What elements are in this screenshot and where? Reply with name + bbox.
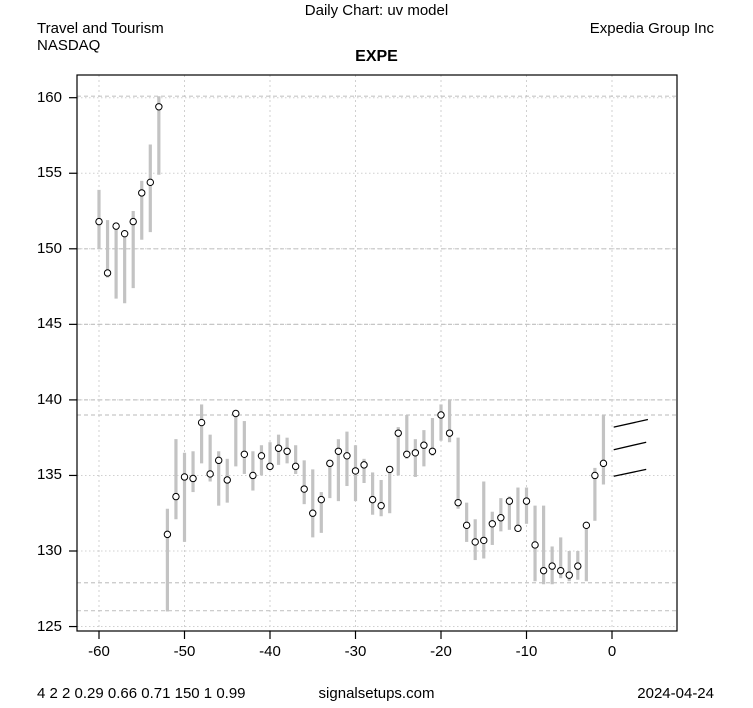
close-dot <box>215 456 223 465</box>
close-dot <box>386 465 394 474</box>
sector-label: Travel and Tourism <box>37 20 164 37</box>
close-dot <box>539 566 548 575</box>
price-bars <box>97 96 606 612</box>
close-dot <box>180 473 189 481</box>
close-dot <box>377 501 385 510</box>
support-resistance-lines <box>77 95 677 612</box>
close-dot <box>574 562 582 570</box>
close-dot <box>206 470 214 478</box>
close-dot <box>223 476 231 484</box>
close-dot <box>249 471 257 480</box>
close-dots <box>95 103 608 579</box>
close-dot <box>428 447 437 455</box>
close-dot <box>548 562 556 570</box>
close-dot <box>497 514 505 522</box>
close-dot <box>274 444 283 452</box>
close-dot <box>514 524 522 533</box>
close-dot <box>232 409 240 418</box>
close-dot <box>334 447 343 455</box>
close-dot <box>120 229 129 238</box>
company-name: Expedia Group Inc <box>589 20 714 37</box>
close-dot <box>300 485 308 493</box>
close-dot <box>103 269 112 277</box>
forecast-lines <box>613 418 649 477</box>
close-dot <box>471 538 479 546</box>
model-parameters: 4 2 2 0.29 0.66 0.71 150 1 0.99 <box>37 685 246 702</box>
axis-frame <box>69 74 678 639</box>
close-dot <box>505 497 514 505</box>
close-dot <box>462 521 471 530</box>
close-dot <box>138 189 146 197</box>
close-dot <box>599 459 608 468</box>
close-dot <box>445 429 454 437</box>
ticker-symbol: EXPE <box>355 48 398 65</box>
close-dot <box>266 462 274 471</box>
close-dot <box>522 497 531 505</box>
close-dot <box>240 450 249 458</box>
close-dot <box>197 418 206 427</box>
website-label: signalsetups.com <box>318 685 435 702</box>
close-dot <box>480 536 488 545</box>
chart-date: 2024-04-24 <box>637 685 714 702</box>
close-dot <box>360 461 368 469</box>
close-dot <box>565 571 573 579</box>
close-dot <box>557 566 565 575</box>
close-dot <box>257 452 266 460</box>
chart-title: Daily Chart: uv model <box>304 2 449 19</box>
close-dot <box>420 441 428 449</box>
close-dot <box>172 492 180 501</box>
close-dot <box>189 474 197 483</box>
close-dot <box>403 450 411 458</box>
close-dot <box>488 520 496 528</box>
close-dot <box>283 447 291 455</box>
close-dot <box>129 217 137 226</box>
close-dot <box>112 222 120 230</box>
close-dot <box>326 459 334 468</box>
close-dot <box>155 103 163 111</box>
close-dot <box>291 462 300 471</box>
close-dot <box>368 495 377 504</box>
close-dot <box>411 449 420 457</box>
close-dot <box>531 541 539 549</box>
close-dot <box>582 521 591 530</box>
close-dot <box>95 217 103 226</box>
close-dot <box>437 411 445 419</box>
close-dot <box>343 452 351 460</box>
close-dot <box>309 509 317 517</box>
exchange-label: NASDAQ <box>37 37 101 54</box>
close-dot <box>146 178 155 187</box>
close-dot <box>394 429 402 437</box>
close-dot <box>317 495 325 504</box>
close-dot <box>351 467 360 475</box>
close-dot <box>163 530 172 539</box>
close-dot <box>591 471 599 480</box>
close-dot <box>454 498 462 507</box>
